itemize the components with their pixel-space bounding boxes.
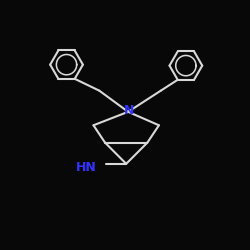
Text: HN: HN [76,161,96,174]
Text: N: N [124,104,134,117]
